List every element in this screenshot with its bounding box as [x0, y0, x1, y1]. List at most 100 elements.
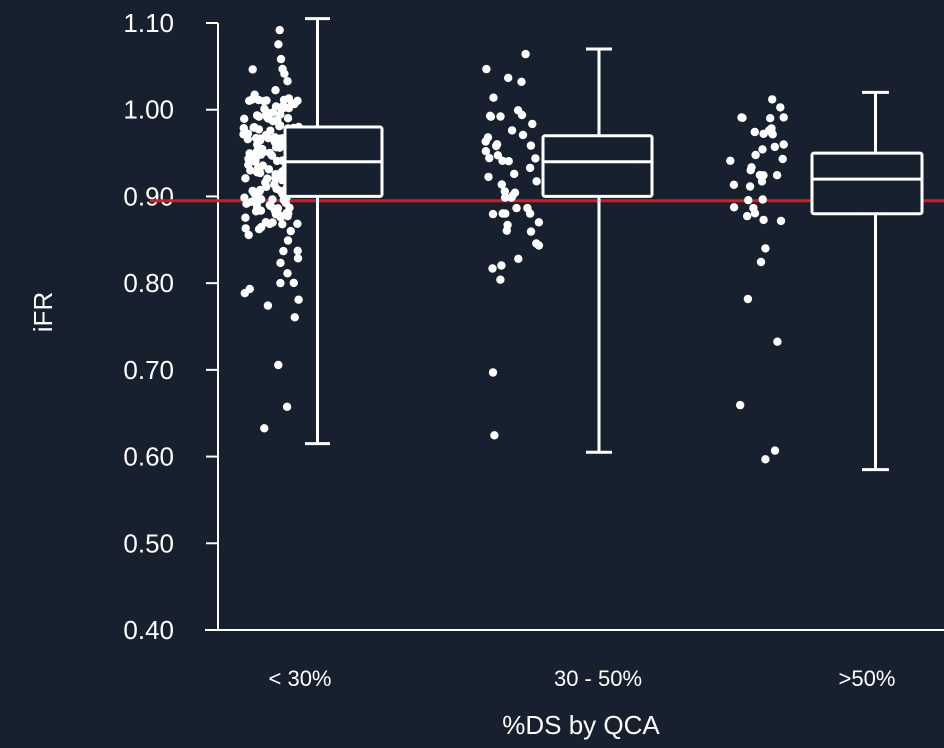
data-point [293, 254, 303, 263]
data-point [534, 241, 544, 250]
data-point [283, 114, 293, 123]
data-point [263, 114, 273, 123]
data-point [773, 337, 782, 346]
data-point [242, 199, 251, 208]
data-point [274, 40, 283, 49]
data-point [737, 113, 746, 122]
data-point [247, 95, 257, 104]
data-point [493, 151, 503, 160]
data-point [507, 126, 517, 135]
data-point [526, 141, 536, 150]
x-category-label: 30 - 50% [554, 666, 642, 691]
data-point [488, 368, 498, 377]
x-axis: < 30% 30 - 50% >50% [205, 629, 944, 691]
data-point [525, 209, 535, 218]
data-point [290, 313, 299, 322]
data-point [776, 216, 786, 226]
data-point [766, 114, 775, 123]
data-point [260, 424, 269, 433]
group-0 [239, 17, 384, 446]
group-2 [726, 90, 924, 472]
data-point [743, 294, 753, 304]
data-point [254, 112, 264, 121]
data-point [286, 226, 295, 236]
data-point [279, 246, 288, 256]
data-point [261, 131, 271, 140]
data-point [481, 137, 490, 146]
data-point [726, 156, 735, 165]
data-point [504, 73, 513, 83]
data-point [481, 147, 491, 156]
data-point [492, 140, 502, 149]
data-point [276, 278, 285, 288]
data-point [758, 195, 767, 204]
data-point [280, 69, 289, 78]
data-point [500, 193, 510, 202]
data-point [776, 103, 785, 112]
y-axis: 1.10 1.00 0.90 0.80 0.70 0.60 0.50 0.40 [123, 8, 219, 645]
data-point [736, 400, 745, 410]
data-point [485, 153, 494, 163]
data-point [284, 104, 294, 113]
data-point [241, 213, 250, 222]
data-point [496, 112, 505, 121]
data-point [263, 301, 273, 310]
data-point [274, 360, 283, 370]
data-point [759, 215, 768, 225]
data-point [488, 209, 498, 219]
data-point [768, 95, 777, 104]
data-point [528, 119, 537, 129]
data-point [251, 207, 261, 216]
data-point [278, 103, 287, 112]
data-point [268, 218, 277, 227]
y-tick-label: 1.00 [123, 95, 174, 125]
x-axis-title: %DS by QCA [502, 710, 660, 740]
data-point [240, 114, 249, 124]
data-point [488, 264, 497, 273]
x-category-label: < 30% [269, 666, 332, 691]
data-point [504, 157, 513, 166]
data-point [289, 278, 298, 288]
data-point [767, 128, 776, 137]
data-point [778, 154, 787, 164]
data-point [729, 180, 739, 189]
data-point [517, 110, 527, 120]
data-point [489, 93, 498, 102]
data-point [779, 113, 788, 122]
data-point [745, 182, 755, 191]
data-point [532, 177, 541, 186]
data-point [275, 122, 284, 131]
y-tick-label: 0.50 [123, 528, 174, 558]
data-point [498, 209, 507, 218]
data-point [531, 154, 540, 163]
data-point [526, 227, 536, 236]
y-tick-label: 0.40 [123, 615, 174, 645]
data-point [244, 230, 253, 240]
data-point [510, 188, 520, 197]
data-point [490, 431, 499, 440]
data-point [276, 139, 286, 149]
data-point [275, 25, 284, 35]
data-point [276, 213, 285, 222]
data-point [525, 163, 535, 173]
data-point [249, 123, 258, 132]
data-point [510, 169, 519, 179]
data-point [761, 455, 770, 464]
groups-layer [239, 17, 924, 472]
data-point [278, 220, 287, 229]
box [810, 151, 924, 216]
data-point [518, 130, 528, 140]
data-point [486, 112, 496, 121]
data-point [259, 96, 269, 106]
data-point [761, 244, 770, 253]
data-point [514, 254, 523, 263]
data-point [257, 222, 266, 232]
data-point [293, 246, 302, 255]
data-point [517, 77, 526, 87]
data-point [276, 54, 286, 64]
data-point [281, 198, 290, 208]
x-category-label: >50% [839, 666, 896, 691]
data-point [248, 65, 257, 74]
y-tick-label: 0.80 [123, 268, 174, 298]
